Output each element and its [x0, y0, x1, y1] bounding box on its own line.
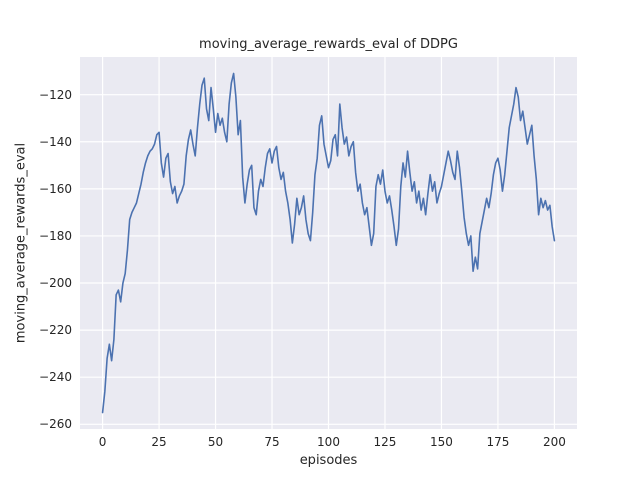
line-chart-svg: [80, 57, 577, 429]
y-tick-label: −120: [39, 87, 72, 102]
x-tick-label: 200: [542, 435, 566, 449]
y-tick-label: −160: [39, 181, 72, 196]
y-tick-label: −200: [39, 276, 72, 291]
y-tick-label: −140: [39, 134, 72, 149]
x-tick-label: 25: [151, 435, 167, 449]
y-tick-label: −220: [39, 323, 72, 338]
x-tick-label: 125: [373, 435, 397, 449]
x-tick-label: 100: [317, 435, 340, 449]
y-axis-label: moving_average_rewards_eval: [13, 142, 29, 344]
y-tick-label: −260: [39, 417, 72, 432]
x-tick-label: 0: [98, 435, 107, 449]
plot-area: [80, 57, 577, 429]
x-tick-label: 150: [430, 435, 453, 449]
x-tick-label: 50: [207, 435, 224, 449]
y-tick-label: −240: [39, 370, 72, 385]
x-tick-label: 75: [264, 435, 280, 449]
chart-title: moving_average_rewards_eval of DDPG: [199, 37, 458, 52]
x-tick-label: 175: [486, 435, 510, 449]
x-axis-label: episodes: [299, 453, 358, 468]
y-tick-label: −180: [39, 228, 72, 243]
data-line: [101, 72, 556, 414]
